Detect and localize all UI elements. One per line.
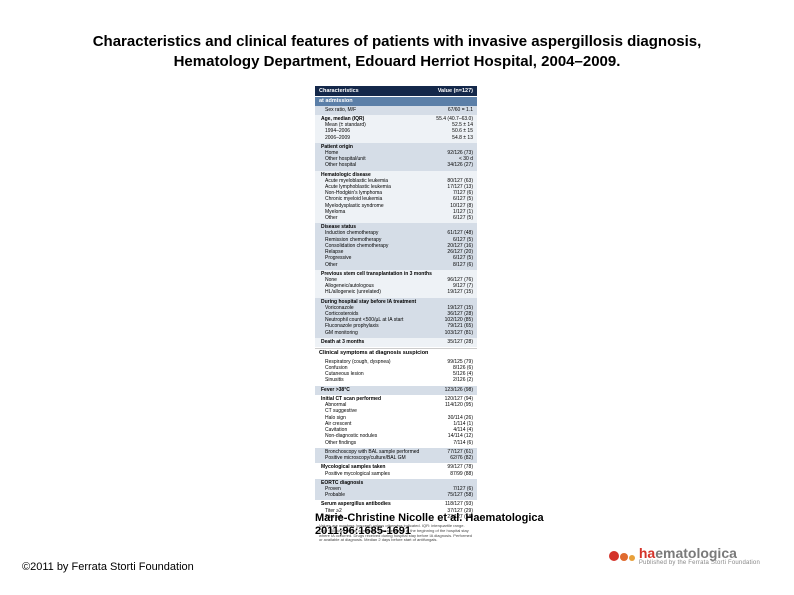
lbl: Death at 3 months	[319, 339, 364, 345]
lbl: Other hospital	[319, 162, 443, 168]
band-myco: Mycological samples taken99/127 (78) Pos…	[315, 463, 477, 479]
val: 103/127 (81)	[441, 330, 473, 336]
val: 34/126 (27)	[443, 162, 473, 168]
lbl: Other	[319, 215, 449, 221]
lbl: Sinusitis	[319, 377, 449, 383]
table-header: Characteristics Value (n=127)	[315, 86, 477, 96]
val: 62/76 (82)	[446, 455, 473, 461]
band-fever: Fever >38°C 123/126 (98)	[315, 386, 477, 395]
band-origin: Patient origin Home92/126 (73) Other hos…	[315, 143, 477, 171]
val: 8/127 (6)	[449, 262, 473, 268]
val: 35/127 (28)	[443, 339, 473, 345]
val: 6/127 (5)	[449, 215, 473, 221]
val: 7/114 (6)	[449, 440, 473, 446]
band-during-stay: During hospital stay before IA treatment…	[315, 298, 477, 338]
lbl: 2006–2009	[319, 135, 448, 141]
band-transplant: Previous stem cell transplantation in 3 …	[315, 270, 477, 298]
band-disease: Hematologic disease Acute myeloblastic l…	[315, 171, 477, 224]
band-death: Death at 3 months 35/127 (28)	[315, 338, 477, 347]
val: 75/127 (58)	[443, 492, 473, 498]
band-eortc: EORTC diagnosis Proven7/127 (6) Probable…	[315, 479, 477, 501]
characteristics-table: Characteristics Value (n=127) at admissi…	[315, 86, 477, 545]
lbl: Positive microscopy/culture/BAL GM	[319, 455, 446, 461]
copyright: ©2011 by Ferrata Storti Foundation	[22, 561, 194, 573]
lbl: Other	[319, 262, 449, 268]
band-ct: Initial CT scan performed120/127 (94) Ab…	[315, 395, 477, 448]
lbl: Other findings	[319, 440, 449, 446]
slide-title: Characteristics and clinical features of…	[60, 32, 734, 71]
citation: Marie-Christine Nicolle et al. Haematolo…	[315, 512, 615, 538]
journal-logo: haematologica Published by the Ferrata S…	[609, 546, 760, 566]
lbl: Sex ratio, M/F	[319, 107, 444, 113]
lbl: Probable	[319, 492, 443, 498]
lbl: GM monitoring	[319, 330, 441, 336]
lbl: HL/allogeneic (unrelated)	[319, 289, 443, 295]
band-sex: Sex ratio, M/F67/60 = 1.1	[315, 106, 477, 115]
section-admission: at admission	[315, 97, 477, 106]
val: 2/126 (2)	[449, 377, 473, 383]
val: 87/99 (88)	[446, 471, 473, 477]
logo-name: haematologica	[639, 546, 760, 560]
val: 19/127 (15)	[443, 289, 473, 295]
th-right: Value (n=127)	[438, 88, 473, 94]
lbl: Positive mycological samples	[319, 471, 446, 477]
val: 67/60 = 1.1	[444, 107, 473, 113]
section-clinical: Clinical symptoms at diagnosis suspicion	[315, 348, 477, 358]
band-symptoms: Respiratory (cough, dyspnea)99/125 (79) …	[315, 358, 477, 386]
val: 123/126 (98)	[441, 387, 473, 393]
band-status: Disease status Induction chemotherapy61/…	[315, 223, 477, 270]
logo-subtitle: Published by the Ferrata Storti Foundati…	[639, 560, 760, 566]
logo-dots-icon	[609, 551, 635, 561]
val: 54.8 ± 13	[448, 135, 473, 141]
band-age: Age, median (IQR)55.4 (40.7–63.0) Mean (…	[315, 115, 477, 143]
band-bal: Bronchoscopy with BAL sample performed77…	[315, 448, 477, 464]
th-left: Characteristics	[319, 88, 359, 94]
lbl: Fever >38°C	[319, 387, 350, 393]
